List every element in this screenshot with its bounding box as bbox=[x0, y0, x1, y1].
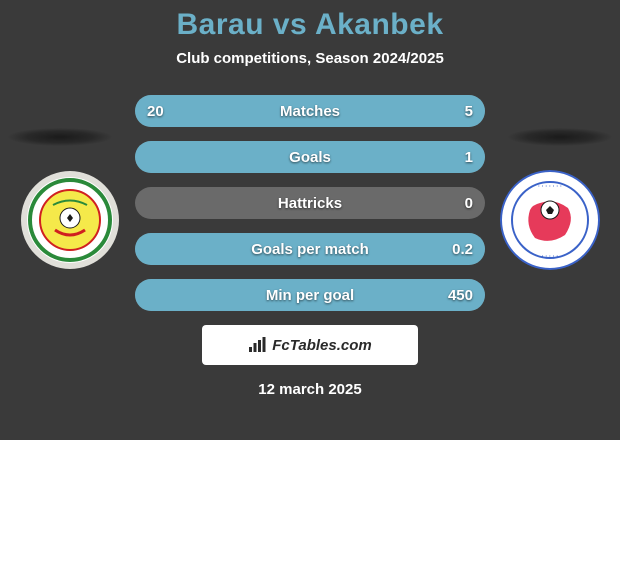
bar-chart-icon bbox=[248, 337, 268, 353]
svg-text:· · · · · · ·: · · · · · · · bbox=[538, 184, 562, 190]
content-area: Barau vs Akanbek Club competitions, Seas… bbox=[0, 0, 620, 440]
team-b-crest-icon: · · · · · · · · · · · · · · bbox=[500, 170, 600, 270]
stat-right-value: 1 bbox=[465, 149, 473, 166]
stat-label: Hattricks bbox=[135, 195, 485, 212]
svg-text:· · · · · · ·: · · · · · · · bbox=[538, 254, 562, 260]
stat-label: Matches bbox=[135, 103, 485, 120]
stat-right-value: 5 bbox=[465, 103, 473, 120]
stat-right-value: 450 bbox=[448, 287, 473, 304]
shadow-ellipse-right bbox=[508, 128, 612, 146]
stat-row-hattricks: Hattricks 0 bbox=[135, 187, 485, 219]
team-a-crest-icon bbox=[20, 170, 120, 270]
stats-bars: 20 Matches 5 Goals 1 Hattricks 0 bbox=[135, 95, 485, 311]
stat-label: Min per goal bbox=[135, 287, 485, 304]
page-title: Barau vs Akanbek bbox=[0, 8, 620, 42]
stat-row-goals-per-match: Goals per match 0.2 bbox=[135, 233, 485, 265]
date-label: 12 march 2025 bbox=[0, 381, 620, 398]
stat-row-min-per-goal: Min per goal 450 bbox=[135, 279, 485, 311]
stat-row-matches: 20 Matches 5 bbox=[135, 95, 485, 127]
stat-right-value: 0.2 bbox=[452, 241, 473, 258]
subtitle: Club competitions, Season 2024/2025 bbox=[0, 50, 620, 67]
team-b-logo: · · · · · · · · · · · · · · team-b-crest bbox=[500, 170, 600, 270]
widget-container: Barau vs Akanbek Club competitions, Seas… bbox=[0, 0, 620, 580]
stat-row-goals: Goals 1 bbox=[135, 141, 485, 173]
stat-right-value: 0 bbox=[465, 195, 473, 212]
team-a-logo: team-a-crest bbox=[20, 170, 120, 270]
shadow-ellipse-left bbox=[8, 128, 112, 146]
stat-label: Goals bbox=[135, 149, 485, 166]
bottom-whitespace bbox=[0, 440, 620, 580]
brand-text: FcTables.com bbox=[272, 337, 371, 354]
stat-label: Goals per match bbox=[135, 241, 485, 258]
brand-box[interactable]: FcTables.com bbox=[202, 325, 418, 365]
